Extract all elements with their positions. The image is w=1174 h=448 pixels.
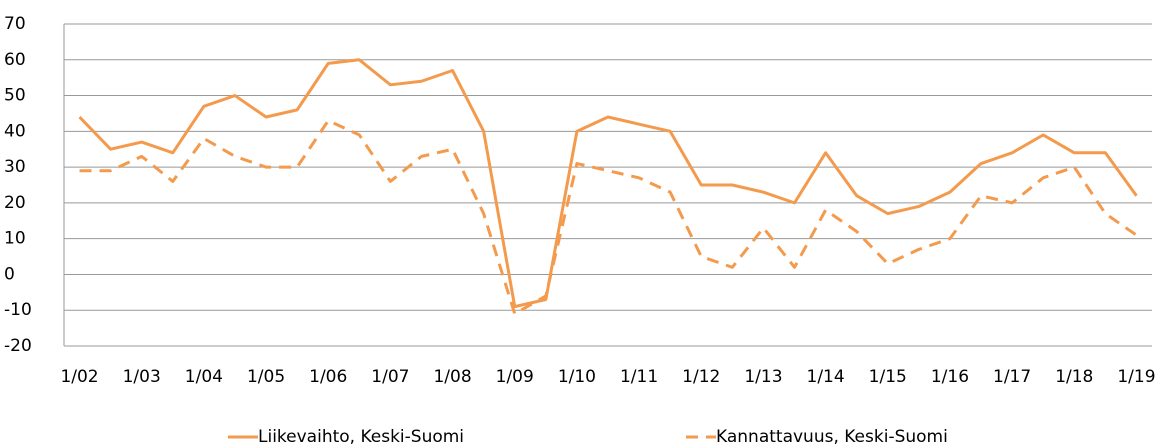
x-tick-label: 1/03 <box>123 367 161 387</box>
x-tick-label: 1/14 <box>807 367 845 387</box>
x-tick-label: 1/18 <box>1055 367 1093 387</box>
x-tick-label: 1/19 <box>1117 367 1155 387</box>
x-tick-label: 1/09 <box>496 367 534 387</box>
y-tick-label: -20 <box>4 336 32 356</box>
x-tick-label: 1/08 <box>433 367 471 387</box>
y-tick-label: 60 <box>4 50 26 70</box>
x-tick-label: 1/12 <box>682 367 720 387</box>
x-tick-label: 1/17 <box>993 367 1031 387</box>
x-tick-label: 1/06 <box>309 367 347 387</box>
series-line <box>78 58 1138 309</box>
y-tick-label: -10 <box>4 300 32 320</box>
x-tick-label: 1/11 <box>620 367 658 387</box>
y-tick-label: 40 <box>4 121 26 141</box>
y-tick-label: 0 <box>4 264 15 284</box>
series-line <box>79 119 1138 316</box>
x-tick-label: 1/07 <box>371 367 409 387</box>
x-tick-label: 1/04 <box>185 367 223 387</box>
legend-label: Kannattavuus, Keski-Suomi <box>716 427 948 447</box>
y-tick-label: 70 <box>4 14 26 34</box>
y-tick-label: 20 <box>4 193 26 213</box>
x-tick-label: 1/16 <box>931 367 969 387</box>
legend-label: Liikevaihto, Keski-Suomi <box>258 427 464 447</box>
x-tick-label: 1/15 <box>869 367 907 387</box>
x-tick-label: 1/13 <box>744 367 782 387</box>
y-tick-label: 50 <box>4 86 26 106</box>
x-tick-label: 1/02 <box>60 367 98 387</box>
y-tick-label: 30 <box>4 157 26 177</box>
x-tick-label: 1/10 <box>558 367 596 387</box>
y-tick-label: 10 <box>4 229 26 249</box>
x-tick-label: 1/05 <box>247 367 285 387</box>
